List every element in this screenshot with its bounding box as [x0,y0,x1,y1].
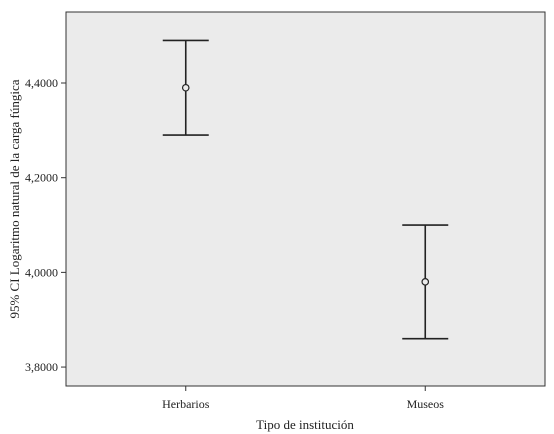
y-tick-label: 4,2000 [25,171,58,185]
y-tick-label: 3,8000 [25,360,58,374]
x-axis-label: Tipo de institución [256,417,354,432]
x-axis: Herbarios Museos [162,386,444,411]
mean-point-museos [421,278,430,286]
y-tick-label: 4,4000 [25,76,58,90]
error-bars [162,39,449,340]
x-tick-label: Herbarios [162,397,210,411]
x-tick-label: Museos [407,397,445,411]
y-tick-label: 4,0000 [25,265,58,279]
y-axis: 3,8000 4,0000 4,2000 4,4000 [25,76,66,374]
plot-area [65,11,546,387]
mean-point-herbarios [181,83,190,92]
y-axis-label: 95% CI Logaritmo natural de la carga fún… [7,79,22,318]
